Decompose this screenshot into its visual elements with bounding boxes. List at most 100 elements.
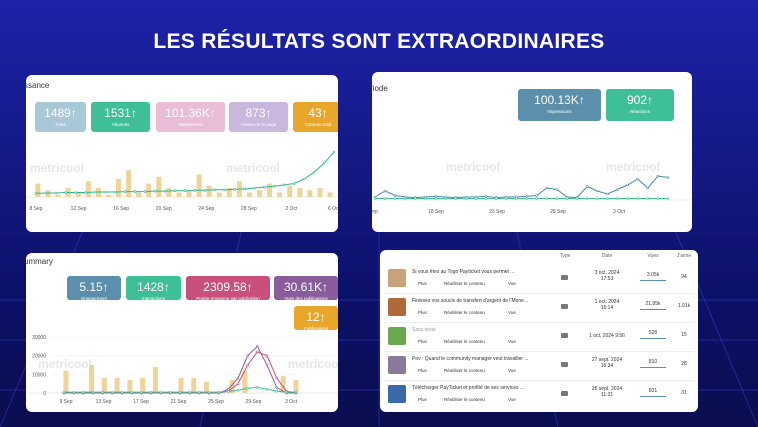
point (646, 186, 650, 190)
action-link[interactable]: Réutiliser le contenu (444, 339, 485, 344)
bar (196, 174, 202, 197)
bar (35, 183, 41, 197)
point (332, 150, 336, 154)
thumbnail (388, 298, 406, 316)
point (636, 197, 640, 200)
action-link[interactable]: Plus (418, 281, 427, 286)
panel: ssance metricool metricool 1489↑ Fans 1531↑ Ab… (26, 75, 338, 232)
y-tick-label: 30000 (32, 335, 46, 341)
x-tick-label: 28 Sep (241, 206, 257, 212)
point (263, 185, 266, 189)
post-views: 810 (640, 359, 666, 368)
panel-heading: riode (372, 84, 388, 93)
metric-card: 2309.58↑ Portée moyenne par publication (186, 276, 270, 301)
x-tick-label: 28 Sep (550, 209, 566, 215)
x-tick-label: 20 Sep (156, 206, 172, 212)
x-tick-label: 23 Sep (489, 209, 505, 215)
point (120, 390, 124, 394)
point (64, 191, 68, 194)
point (515, 197, 518, 200)
bar (136, 192, 142, 197)
bar (287, 185, 293, 197)
bar (101, 378, 107, 393)
action-link[interactable]: Plus (418, 310, 427, 315)
point (198, 390, 201, 394)
point (545, 197, 549, 200)
action-link[interactable]: Vue (508, 397, 516, 402)
metric-card: 873↑ Visites de la page (229, 102, 288, 132)
metric-value: 43↑ (308, 106, 328, 120)
watermark: metricool (446, 160, 501, 174)
point (44, 191, 48, 195)
action-link[interactable]: Plus (418, 368, 427, 373)
point (246, 363, 249, 367)
table-panel: Type Date Vues J'aime Si vous êtes au Togo P… (380, 250, 698, 412)
metric-card: 12↑ Publications (294, 306, 338, 331)
metric-value: 902↑ (626, 93, 654, 107)
point (236, 382, 240, 386)
point (656, 174, 660, 178)
panel-heading: ummary (26, 257, 53, 266)
metric-value: 12↑ (306, 310, 326, 324)
x-tick-label: 18 Sep (428, 209, 444, 215)
bar (166, 188, 172, 197)
action-link[interactable]: Vue (508, 368, 516, 373)
point (525, 197, 528, 200)
point (596, 197, 599, 200)
panel-heading: ssance (26, 81, 50, 90)
action-link[interactable]: Réutiliser le contenu (444, 310, 485, 315)
action-link[interactable]: Plus (418, 397, 427, 402)
point (104, 190, 107, 194)
point (114, 190, 117, 194)
point (91, 390, 95, 394)
point (183, 189, 187, 193)
row-divider (384, 380, 694, 381)
metric-value: 100.13K↑ (534, 93, 585, 107)
bar (146, 183, 152, 197)
point (393, 197, 397, 200)
action-link[interactable]: Vue (508, 310, 516, 315)
post-views: 21.95k (640, 301, 666, 310)
point (666, 197, 670, 200)
post-date: 3 oct. 2024 17:53 (594, 270, 620, 282)
bar (105, 194, 111, 197)
point (656, 197, 660, 200)
point (256, 345, 259, 348)
point (94, 190, 97, 194)
bar (226, 188, 232, 197)
bar (206, 185, 212, 197)
bar (116, 179, 122, 197)
x-tick-label: 3 Oct (613, 209, 626, 215)
point (666, 176, 670, 179)
metric-value: 1428↑ (137, 280, 170, 294)
action-link[interactable]: Réutiliser le contenu (444, 281, 485, 286)
action-link[interactable]: Vue (508, 281, 516, 286)
x-tick-label: 17 Sep (133, 399, 149, 405)
x-tick-label: 25 Sep (208, 399, 224, 405)
action-link[interactable]: Plus (418, 339, 427, 344)
metric-card: 30.61K↑ Vues des publications (274, 276, 338, 301)
metric-card: 902↑ Réactions (606, 89, 674, 121)
metric-label: Contenu total (304, 122, 332, 127)
action-link[interactable]: Réutiliser le contenu (444, 397, 485, 402)
point (373, 197, 377, 200)
x-tick-label: ep (372, 209, 378, 215)
post-date: 1 oct. 2024 9:56 (589, 333, 625, 339)
point (424, 197, 427, 200)
post-likes: 15 (681, 332, 687, 338)
post-date: 1 oct. 2024 16:14 (594, 299, 620, 311)
metric-label: Vues des publications (284, 296, 328, 301)
column-header: J'aime (676, 253, 692, 259)
point (284, 390, 288, 394)
bar (307, 190, 313, 197)
point (494, 197, 498, 200)
x-tick-label: 3 Oct (285, 399, 298, 405)
action-link[interactable]: Réutiliser le contenu (444, 368, 485, 373)
action-link[interactable]: Vue (508, 339, 516, 344)
point (173, 189, 177, 193)
point (256, 386, 259, 389)
watermark: metricool (288, 357, 338, 371)
point (393, 194, 397, 197)
y-tick-label: 0 (43, 391, 46, 397)
x-tick-label: 8 Sep (29, 206, 42, 212)
